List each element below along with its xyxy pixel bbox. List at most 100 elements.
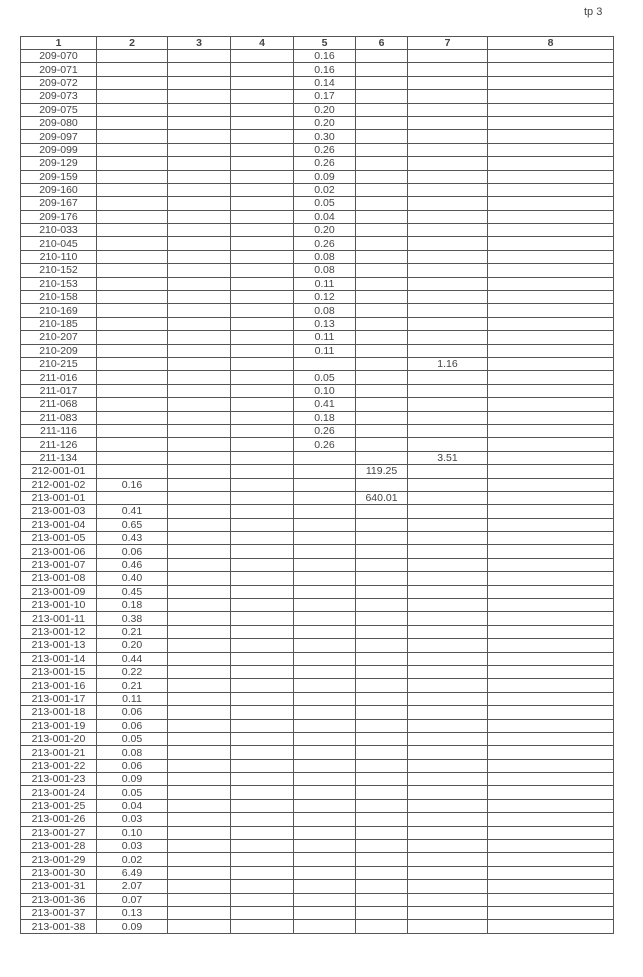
value-cell-col2: 0.03 (96, 839, 168, 854)
row-code-cell: 209-080 (20, 115, 97, 131)
value-cell-col3 (167, 705, 231, 720)
value-cell-col7 (407, 839, 488, 854)
row-code-cell: 213-001-07 (20, 557, 97, 573)
value-cell-col8 (487, 249, 614, 265)
table-row: 213-001-08 0.40 (20, 571, 614, 586)
value-cell-col5: 0.26 (293, 142, 356, 158)
value-cell-col2: 0.05 (96, 731, 168, 747)
table-row: 213-001-18 0.06 (20, 705, 614, 720)
row-code-cell: 213-001-29 (20, 852, 97, 867)
value-cell-col3 (167, 731, 231, 747)
value-cell-col3 (167, 330, 231, 345)
value-cell-col7 (407, 303, 488, 318)
table-row: 212-001-01 119.25 (20, 464, 614, 479)
value-cell-col6 (355, 48, 408, 64)
column-header-6: 6 (355, 36, 408, 50)
value-cell-col7 (407, 343, 488, 358)
table-row: 209-176 0.04 (20, 209, 614, 225)
value-cell-col5 (293, 785, 356, 800)
value-cell-col7 (407, 129, 488, 144)
value-cell-col7 (407, 745, 488, 760)
value-cell-col8 (487, 129, 614, 144)
value-cell-col3 (167, 102, 231, 117)
value-cell-col6 (355, 758, 408, 774)
value-cell-col5: 0.17 (293, 89, 356, 104)
table-row: 211-126 0.26 (20, 437, 614, 452)
value-cell-col8 (487, 571, 614, 586)
value-cell-col7 (407, 263, 488, 278)
value-cell-col8 (487, 343, 614, 358)
value-cell-col7 (407, 249, 488, 265)
table-row: 210-152 0.08 (20, 263, 614, 278)
value-cell-col3 (167, 517, 231, 533)
table-row: 213-001-26 0.03 (20, 812, 614, 827)
row-code-cell: 213-001-21 (20, 745, 97, 760)
value-cell-col8 (487, 156, 614, 171)
value-cell-col5: 0.20 (293, 115, 356, 131)
value-cell-col3 (167, 48, 231, 64)
value-cell-col5 (293, 905, 356, 921)
value-cell-col2 (96, 62, 168, 77)
value-cell-col6 (355, 785, 408, 800)
table-row: 211-017 0.10 (20, 383, 614, 399)
value-cell-col4 (230, 865, 294, 881)
value-cell-col5 (293, 745, 356, 760)
value-cell-col5 (293, 718, 356, 733)
table-row: 211-134 3.51 (20, 450, 614, 466)
value-cell-col8 (487, 303, 614, 318)
value-cell-col7 (407, 223, 488, 238)
value-cell-col7 (407, 276, 488, 292)
value-cell-col8 (487, 517, 614, 533)
row-code-cell: 213-001-26 (20, 812, 97, 827)
value-cell-col8 (487, 731, 614, 747)
value-cell-col4 (230, 879, 294, 894)
value-cell-col5 (293, 544, 356, 559)
table-row: 209-075 0.20 (20, 102, 614, 117)
value-cell-col7 (407, 611, 488, 626)
table-row: 213-001-17 0.11 (20, 691, 614, 707)
value-cell-col2 (96, 209, 168, 225)
table-row: 213-001-09 0.45 (20, 584, 614, 600)
value-cell-col8 (487, 651, 614, 666)
value-cell-col3 (167, 718, 231, 733)
value-cell-col4 (230, 584, 294, 600)
value-cell-col2 (96, 223, 168, 238)
value-cell-col8 (487, 745, 614, 760)
row-code-cell: 213-001-38 (20, 919, 97, 934)
value-cell-col6 (355, 249, 408, 265)
value-cell-col6: 640.01 (355, 490, 408, 506)
value-cell-col6 (355, 825, 408, 841)
value-cell-col2 (96, 48, 168, 64)
value-cell-col5: 0.26 (293, 156, 356, 171)
value-cell-col2 (96, 330, 168, 345)
value-cell-col8 (487, 705, 614, 720)
value-cell-col3 (167, 611, 231, 626)
value-cell-col4 (230, 383, 294, 399)
value-cell-col3 (167, 557, 231, 573)
value-cell-col5 (293, 892, 356, 908)
value-cell-col6 (355, 209, 408, 225)
table-row: 211-116 0.26 (20, 423, 614, 439)
value-cell-col7 (407, 477, 488, 492)
value-cell-col2 (96, 142, 168, 158)
value-cell-col7 (407, 290, 488, 305)
value-cell-col3 (167, 356, 231, 372)
table-row: 213-001-28 0.03 (20, 839, 614, 854)
value-cell-col6 (355, 664, 408, 680)
value-cell-col2 (96, 423, 168, 439)
value-cell-col3 (167, 464, 231, 479)
value-cell-col8 (487, 276, 614, 292)
table-row: 213-001-11 0.38 (20, 611, 614, 626)
value-cell-col6 (355, 919, 408, 934)
row-code-cell: 209-159 (20, 169, 97, 184)
value-cell-col4 (230, 745, 294, 760)
value-cell-col8 (487, 490, 614, 506)
value-cell-col4 (230, 798, 294, 814)
value-cell-col8 (487, 290, 614, 305)
value-cell-col6 (355, 115, 408, 131)
value-cell-col6 (355, 544, 408, 559)
value-cell-col2 (96, 236, 168, 251)
row-code-cell: 211-116 (20, 423, 97, 439)
value-cell-col8 (487, 437, 614, 452)
value-cell-col4 (230, 223, 294, 238)
